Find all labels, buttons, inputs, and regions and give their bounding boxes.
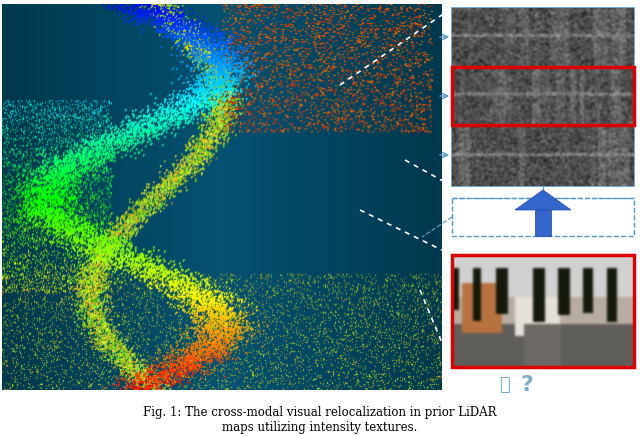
Bar [452,255,634,367]
Bar [2,5,442,390]
Text: Fig. 1: The cross-modal visual relocalization in prior LiDAR
maps utilizing inte: Fig. 1: The cross-modal visual relocaliz… [143,406,497,434]
Bar [452,67,634,125]
Bar [452,198,634,236]
Text: 🗺: 🗺 [500,376,510,394]
Circle shape [540,214,547,221]
Circle shape [540,207,547,214]
Bar [535,210,551,236]
Text: ?: ? [520,375,533,395]
Bar [452,8,634,186]
Polygon shape [515,190,571,210]
Circle shape [540,221,547,228]
